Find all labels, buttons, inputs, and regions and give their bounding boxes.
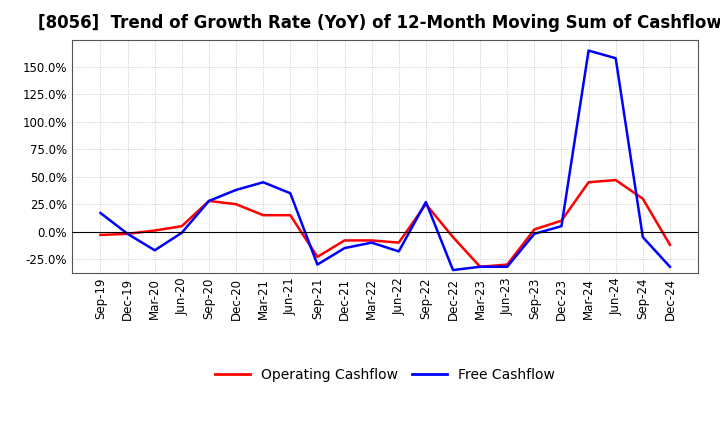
Operating Cashflow — [530, 227, 539, 232]
Free Cashflow — [286, 191, 294, 196]
Free Cashflow — [530, 231, 539, 236]
Legend: Operating Cashflow, Free Cashflow: Operating Cashflow, Free Cashflow — [210, 362, 560, 387]
Free Cashflow — [665, 264, 674, 269]
Free Cashflow — [367, 240, 376, 245]
Free Cashflow — [639, 235, 647, 240]
Operating Cashflow — [150, 228, 159, 233]
Operating Cashflow — [584, 180, 593, 185]
Operating Cashflow — [232, 202, 240, 207]
Line: Operating Cashflow: Operating Cashflow — [101, 180, 670, 267]
Operating Cashflow — [557, 218, 566, 224]
Operating Cashflow — [286, 213, 294, 218]
Operating Cashflow — [178, 224, 186, 229]
Operating Cashflow — [367, 238, 376, 243]
Free Cashflow — [150, 248, 159, 253]
Free Cashflow — [503, 264, 511, 269]
Free Cashflow — [259, 180, 268, 185]
Free Cashflow — [123, 231, 132, 236]
Free Cashflow — [611, 55, 620, 61]
Free Cashflow — [584, 48, 593, 53]
Operating Cashflow — [421, 202, 430, 207]
Free Cashflow — [476, 264, 485, 269]
Free Cashflow — [449, 268, 457, 273]
Operating Cashflow — [611, 177, 620, 183]
Free Cashflow — [421, 199, 430, 205]
Free Cashflow — [178, 230, 186, 235]
Operating Cashflow — [395, 240, 403, 245]
Free Cashflow — [395, 249, 403, 254]
Title: [8056]  Trend of Growth Rate (YoY) of 12-Month Moving Sum of Cashflows: [8056] Trend of Growth Rate (YoY) of 12-… — [38, 15, 720, 33]
Free Cashflow — [204, 198, 213, 204]
Operating Cashflow — [313, 254, 322, 260]
Operating Cashflow — [476, 264, 485, 269]
Operating Cashflow — [96, 232, 105, 238]
Operating Cashflow — [503, 262, 511, 267]
Operating Cashflow — [665, 242, 674, 247]
Operating Cashflow — [449, 235, 457, 240]
Operating Cashflow — [639, 196, 647, 202]
Free Cashflow — [232, 187, 240, 193]
Operating Cashflow — [341, 238, 349, 243]
Operating Cashflow — [259, 213, 268, 218]
Free Cashflow — [96, 210, 105, 216]
Operating Cashflow — [123, 231, 132, 236]
Free Cashflow — [341, 246, 349, 251]
Free Cashflow — [557, 224, 566, 229]
Operating Cashflow — [204, 198, 213, 204]
Line: Free Cashflow: Free Cashflow — [101, 51, 670, 270]
Free Cashflow — [313, 262, 322, 267]
